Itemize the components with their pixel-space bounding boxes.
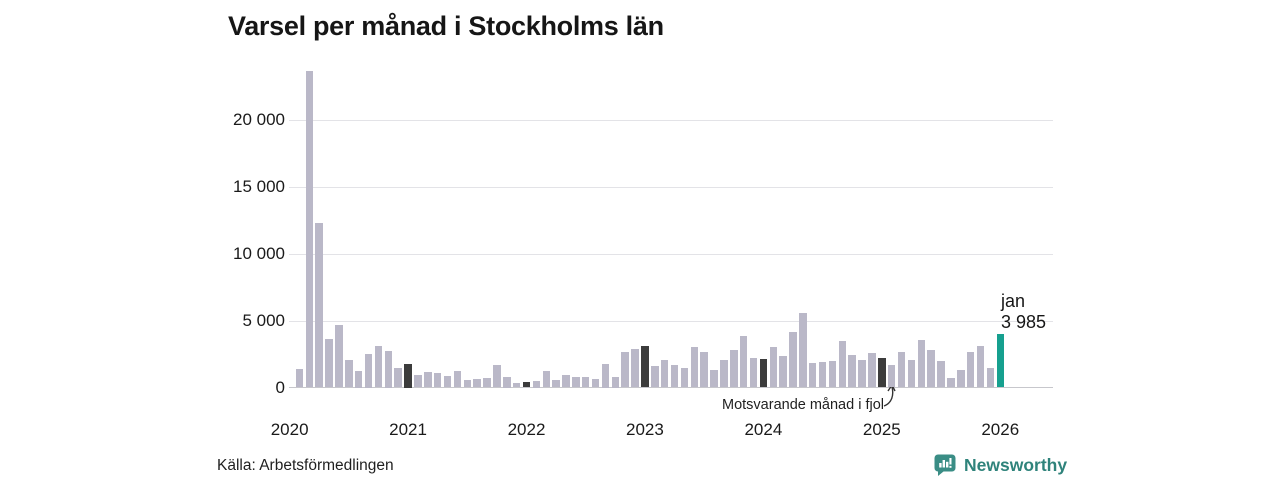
bar-2020-06 (335, 324, 343, 388)
bar-2025-05 (917, 340, 926, 388)
bar-2020-10 (374, 346, 383, 388)
bar-2025-03 (897, 352, 906, 388)
bar-2025-04 (907, 359, 916, 388)
bar-2020-02 (295, 368, 304, 388)
x-axis-label-2025: 2025 (862, 420, 901, 439)
brand-logo: Newsworthy (933, 453, 1067, 477)
bar-2024-10 (848, 355, 856, 388)
bar-2024-12 (868, 353, 876, 388)
bar-2025-11 (976, 345, 985, 388)
bar-2024-01 (759, 359, 768, 388)
bar-2023-05 (680, 367, 689, 388)
x-axis-label-2022: 2022 (507, 420, 546, 439)
bar-2021-05 (443, 376, 452, 388)
bar-2024-06 (808, 363, 817, 388)
bar-2020-09 (364, 354, 373, 388)
bar-2023-08 (710, 369, 718, 388)
bar-2023-09 (720, 360, 728, 388)
bar-2023-01 (641, 346, 649, 388)
bar-2025-06 (927, 349, 935, 388)
current-point-month: jan (1001, 291, 1026, 311)
bar-2022-08 (591, 379, 600, 388)
bar-2022-12 (631, 348, 639, 388)
bar-2020-12 (394, 368, 402, 388)
gridline-10000 (289, 253, 1053, 255)
gridline-5000 (289, 320, 1053, 322)
current-point-label: jan 3 985 (1001, 291, 1046, 333)
bar-2024-08 (828, 360, 837, 388)
bar-2022-05 (562, 374, 570, 388)
x-axis-label-2023: 2023 (626, 420, 664, 439)
y-axis-label-5000: 5 000 (242, 310, 285, 330)
y-axis-label-20000: 20 000 (233, 110, 285, 129)
bar-2021-01 (404, 364, 412, 388)
bar-2023-06 (690, 346, 699, 388)
bar-2023-03 (660, 360, 669, 388)
bar-2023-11 (739, 336, 748, 388)
bar-2022-06 (572, 376, 580, 388)
bar-2022-04 (552, 380, 560, 388)
x-axis-label-2026: 2026 (981, 420, 1020, 439)
x-axis-label-2020: 2020 (270, 420, 309, 439)
bar-2022-10 (611, 377, 620, 388)
bar-2020-03 (305, 71, 314, 388)
bar-2025-12 (986, 367, 995, 388)
current-point-value: 3 985 (1001, 312, 1047, 332)
bar-2023-12 (749, 357, 758, 388)
bar-2021-11 (503, 377, 511, 388)
y-axis-label-15000: 15 000 (233, 176, 285, 196)
gridline-15000 (289, 186, 1053, 188)
chart-title: Varsel per månad i Stockholms län (228, 11, 664, 41)
bar-2022-11 (621, 351, 629, 388)
bar-2021-02 (414, 375, 422, 388)
brand-name: Newsworthy (964, 454, 1068, 475)
bar-2021-12 (512, 383, 521, 388)
bar-2025-07 (937, 360, 945, 388)
bar-2023-07 (700, 351, 708, 388)
annotation-text: Motsvarande månad i fjol (722, 397, 884, 413)
bar-2021-10 (493, 365, 501, 388)
bar-2025-09 (957, 369, 965, 388)
bar-2026-01 (996, 334, 1005, 388)
bar-2023-02 (651, 366, 659, 388)
bar-2022-02 (532, 380, 541, 388)
bar-2020-07 (345, 360, 353, 388)
bar-2024-03 (779, 355, 787, 388)
bar-2020-08 (354, 370, 363, 388)
bar-2022-09 (601, 364, 610, 388)
bar-2021-04 (433, 372, 442, 388)
bar-2021-07 (463, 380, 472, 388)
bar-2022-03 (542, 370, 550, 388)
bar-2025-02 (887, 365, 896, 388)
bar-2022-07 (581, 377, 590, 388)
bar-2021-03 (424, 372, 432, 388)
bar-2020-05 (325, 339, 333, 388)
bar-2025-08 (947, 377, 955, 388)
bar-2024-11 (858, 359, 866, 388)
y-axis-label-10000: 10 000 (233, 243, 285, 263)
bar-2024-04 (789, 331, 797, 388)
bar-2024-09 (838, 341, 847, 388)
bar-2025-01 (878, 358, 886, 388)
bar-2024-07 (818, 361, 827, 388)
bar-2023-04 (670, 364, 679, 388)
x-axis-label-2024: 2024 (744, 420, 783, 439)
source-caption: Källa: Arbetsförmedlingen (217, 457, 394, 474)
y-axis-label-0: 0 (275, 377, 285, 397)
bar-2024-02 (769, 346, 777, 388)
bar-2025-10 (966, 352, 975, 388)
x-axis-label-2021: 2021 (389, 420, 427, 439)
bar-2021-08 (473, 378, 481, 388)
bar-2020-11 (384, 350, 393, 388)
gridline-20000 (289, 120, 1053, 121)
bar-2020-04 (315, 222, 323, 388)
bar-2024-05 (799, 313, 807, 388)
bar-2021-09 (483, 377, 491, 388)
x-axis-line (289, 387, 1053, 388)
bar-2023-10 (730, 349, 738, 388)
bar-2022-01 (522, 382, 531, 388)
bar-2021-06 (453, 371, 462, 388)
newsworthy-icon (934, 454, 956, 476)
